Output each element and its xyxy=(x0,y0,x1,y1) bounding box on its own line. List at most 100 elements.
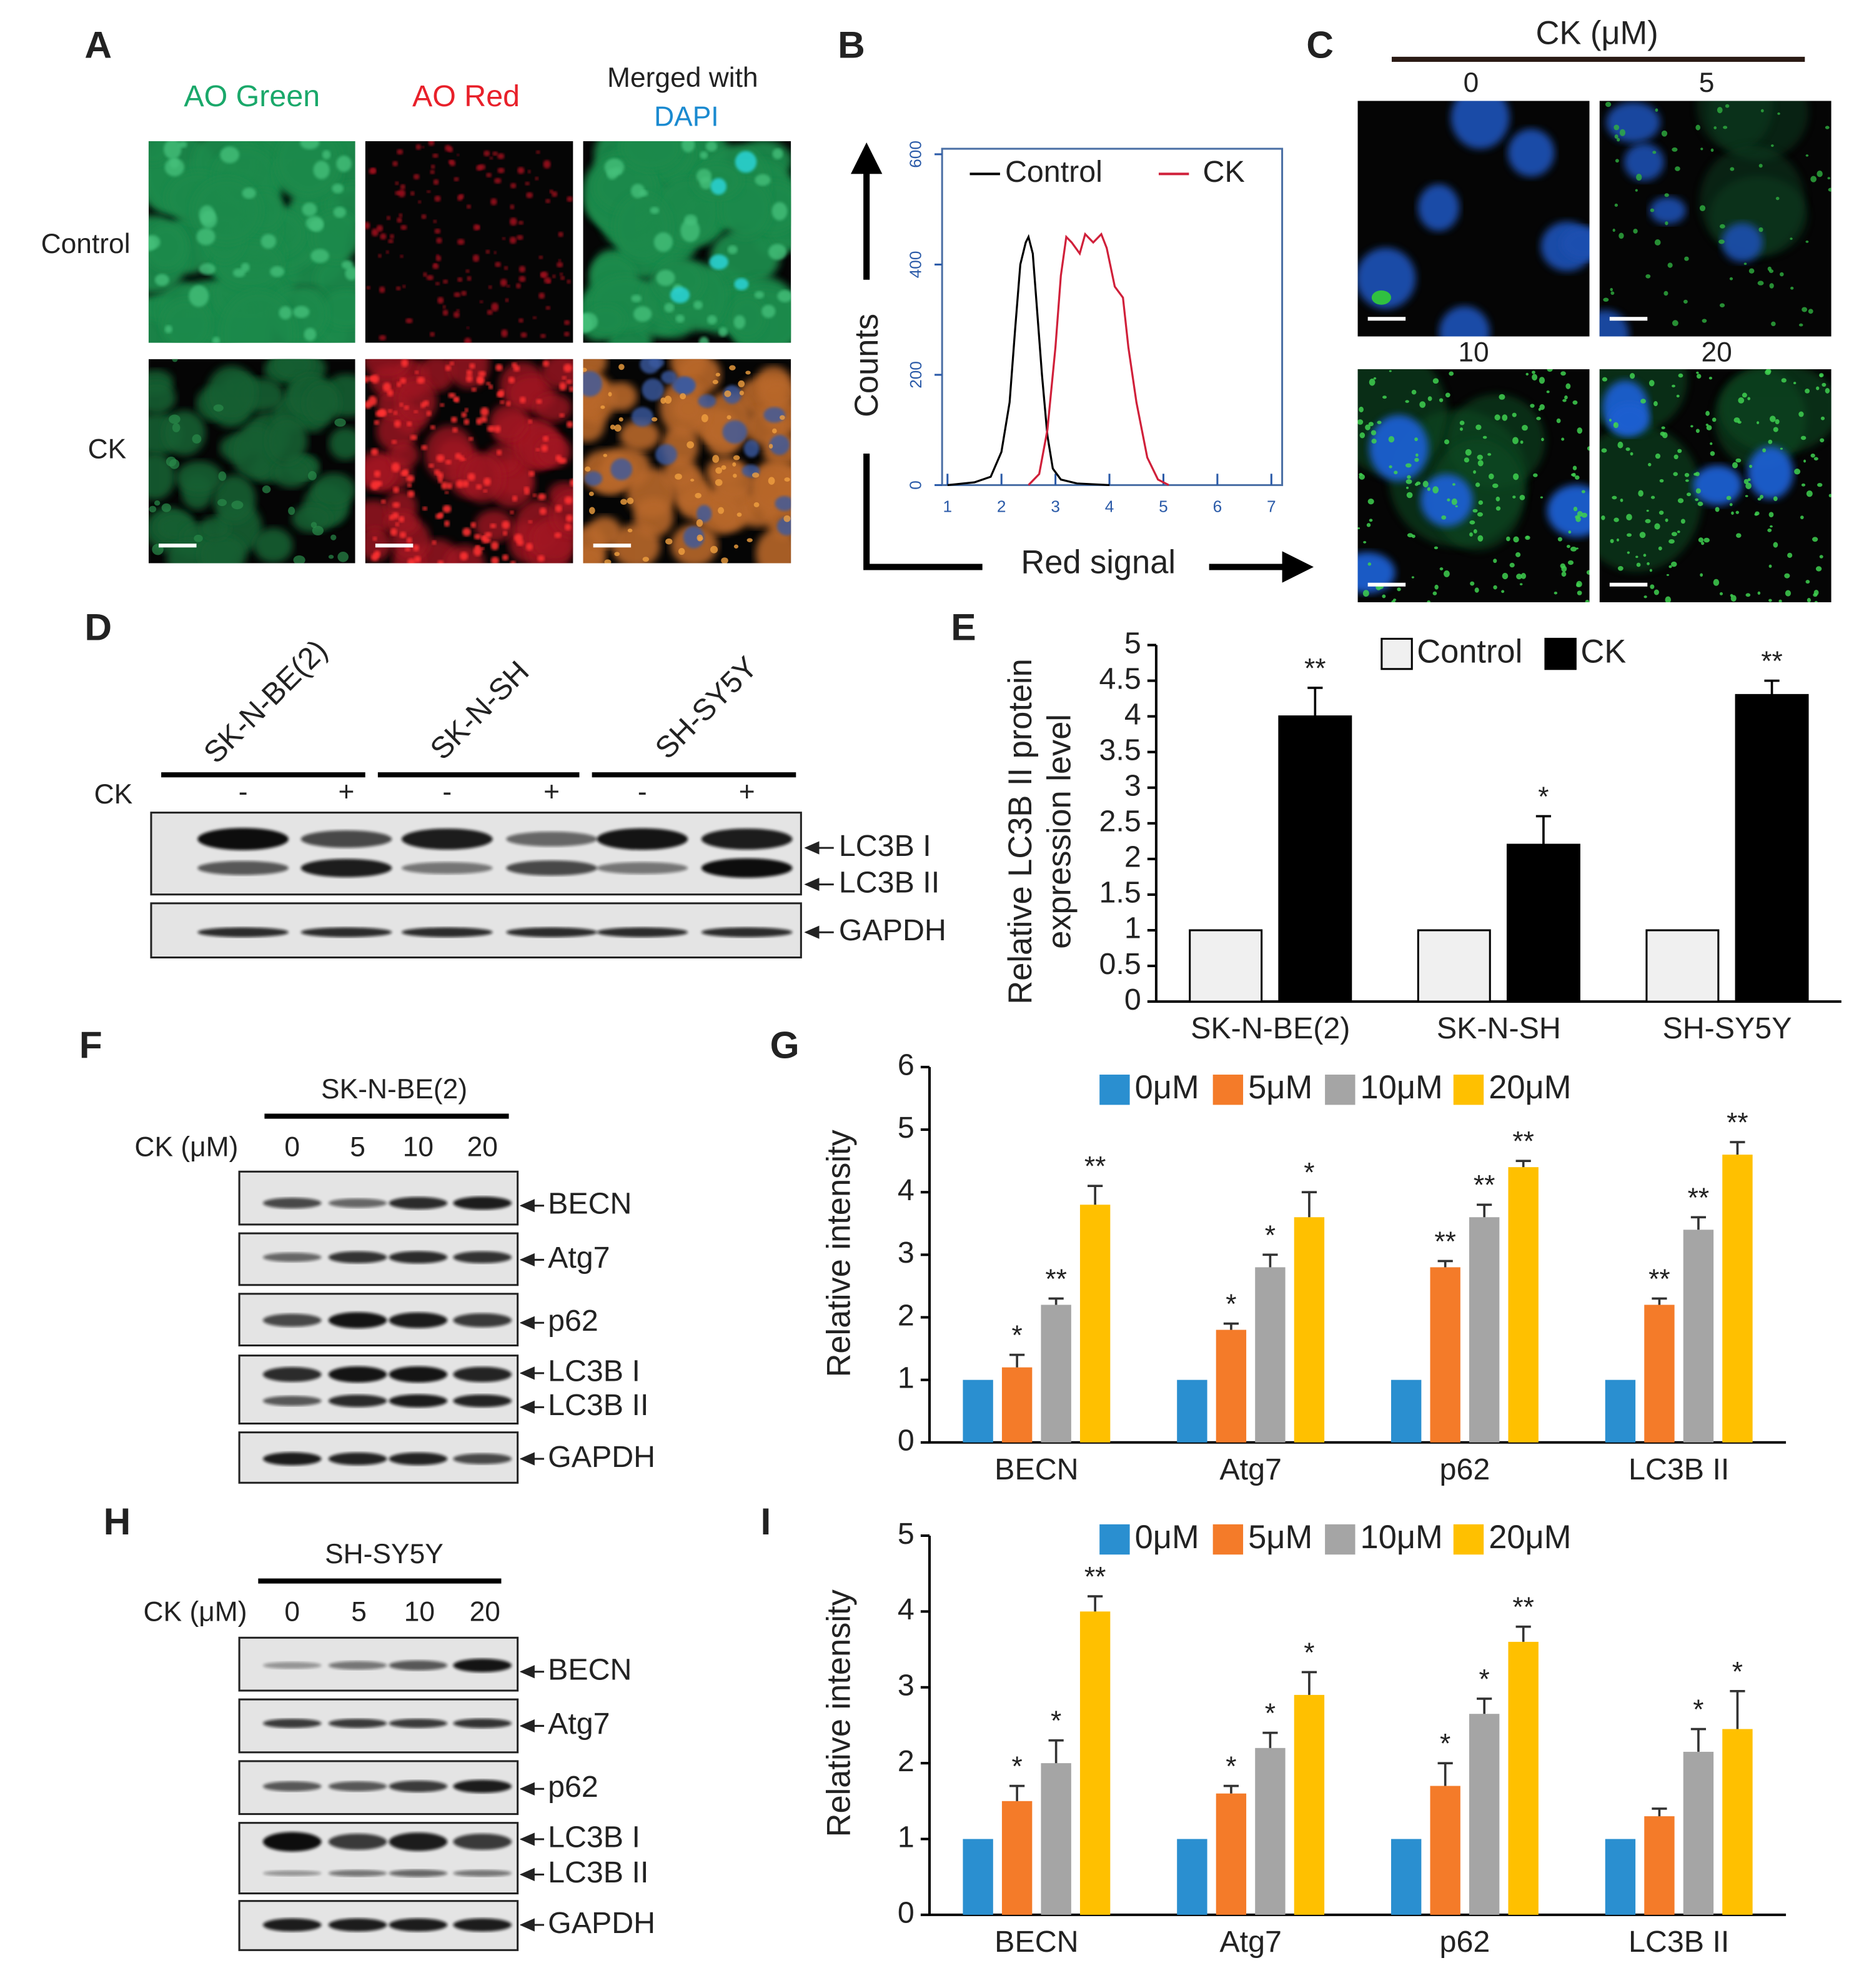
cell xyxy=(1475,482,1480,487)
treatment: - xyxy=(442,777,452,807)
cell xyxy=(1683,299,1688,304)
cell xyxy=(435,255,442,262)
significance-label: * xyxy=(1479,1664,1490,1694)
cell xyxy=(1574,475,1580,480)
cell xyxy=(442,279,449,284)
bar xyxy=(1430,1267,1460,1443)
cell xyxy=(509,217,517,226)
cell xyxy=(396,286,401,291)
cell xyxy=(538,292,545,299)
y-tick-label: 5 xyxy=(898,1111,915,1145)
cell xyxy=(379,286,385,294)
cell xyxy=(1643,554,1647,557)
cell xyxy=(559,272,563,276)
cell xyxy=(1612,495,1617,500)
cell xyxy=(1693,465,1742,505)
cell xyxy=(1455,505,1458,508)
cell xyxy=(1737,420,1742,424)
cell xyxy=(1614,517,1619,522)
bar xyxy=(1189,929,1263,1003)
cell xyxy=(490,523,497,529)
cell xyxy=(1672,147,1678,152)
cell xyxy=(332,184,344,194)
cell xyxy=(487,309,493,315)
band-label: BECN xyxy=(548,1187,632,1221)
cell xyxy=(1371,430,1377,435)
cell xyxy=(1495,506,1501,511)
cell xyxy=(1587,446,1590,451)
cell xyxy=(1655,108,1658,112)
treatment: - xyxy=(239,777,248,807)
cell xyxy=(588,491,594,496)
cell xyxy=(1495,496,1500,502)
cell xyxy=(387,409,393,413)
cell xyxy=(162,410,206,456)
cell xyxy=(462,458,466,461)
cell xyxy=(701,414,708,422)
significance-label: ** xyxy=(1434,1226,1456,1257)
cell xyxy=(365,359,411,379)
cell xyxy=(1661,130,1668,137)
cell xyxy=(1784,573,1790,579)
cell xyxy=(491,302,499,312)
cell xyxy=(496,391,504,397)
cell xyxy=(710,178,726,195)
plot-frame xyxy=(941,147,1284,486)
cell xyxy=(1547,484,1590,537)
cell xyxy=(1810,453,1815,458)
cell xyxy=(684,214,698,226)
cell xyxy=(392,502,400,508)
y-tick-label: 6 xyxy=(898,1048,915,1082)
band xyxy=(328,1781,387,1792)
cell xyxy=(768,444,773,449)
cell xyxy=(154,500,161,506)
cell xyxy=(172,359,178,362)
dose-axis-label: CK (μM) xyxy=(144,1597,247,1628)
cell xyxy=(428,464,434,468)
band xyxy=(300,830,392,848)
cell xyxy=(1512,495,1516,499)
cell xyxy=(374,420,380,425)
cell xyxy=(627,497,634,504)
band xyxy=(453,1453,512,1464)
bar xyxy=(1722,1155,1753,1443)
cell xyxy=(303,382,341,424)
cell xyxy=(1702,319,1707,323)
cell xyxy=(464,337,472,343)
legend-swatch xyxy=(1099,1524,1130,1555)
cell xyxy=(1800,435,1807,440)
bar xyxy=(1391,1379,1422,1443)
panel-label: F xyxy=(79,1024,102,1066)
cell xyxy=(489,404,527,441)
x-axis-label: Red signal xyxy=(1021,544,1176,580)
cell xyxy=(1536,417,1541,420)
cell xyxy=(500,400,505,404)
band xyxy=(262,1832,322,1852)
cell xyxy=(444,520,450,527)
cell xyxy=(1369,519,1373,522)
cell xyxy=(466,326,470,329)
cell xyxy=(1758,164,1763,168)
cell xyxy=(721,465,726,470)
dose-axis-label: CK (μM) xyxy=(134,1132,238,1163)
cell xyxy=(718,327,728,337)
cell xyxy=(300,141,320,150)
cell xyxy=(1650,495,1655,499)
cell xyxy=(262,485,271,494)
cell xyxy=(423,272,427,277)
cell xyxy=(457,194,463,201)
cell xyxy=(1359,406,1364,412)
y-tick-label: 4 xyxy=(898,1173,915,1207)
cell xyxy=(1760,494,1763,499)
cell xyxy=(678,548,685,555)
significance-label: ** xyxy=(1304,653,1326,683)
cell xyxy=(1658,546,1662,550)
band-label: p62 xyxy=(548,1304,598,1338)
error-bar xyxy=(1088,1185,1103,1205)
cell xyxy=(1557,537,1562,542)
cell xyxy=(687,441,695,449)
y-tick-label: 2.5 xyxy=(1099,805,1141,838)
cell xyxy=(1722,222,1763,262)
legend-label: 5μM xyxy=(1248,1519,1312,1556)
cell xyxy=(1434,546,1439,550)
